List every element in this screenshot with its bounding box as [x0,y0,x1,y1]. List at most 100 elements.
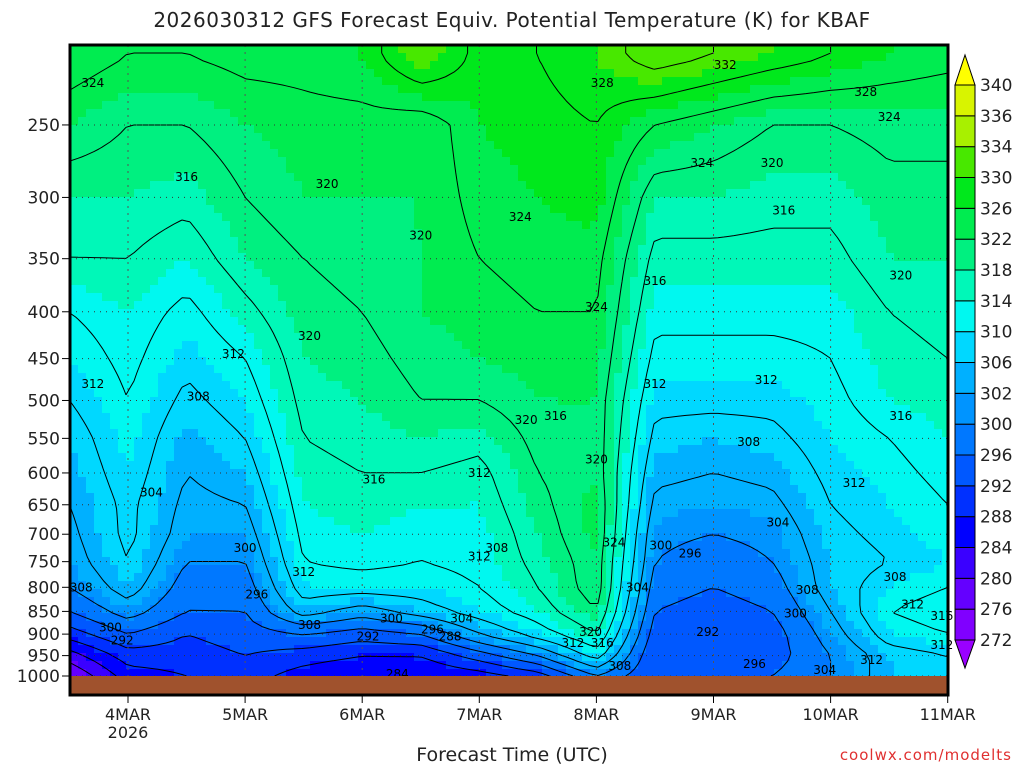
heatmap-cell [262,565,271,574]
heatmap-cell [382,117,391,126]
heatmap-cell [302,293,311,302]
heatmap-cell [446,525,455,534]
heatmap-cell [166,165,175,174]
heatmap-cell [470,213,479,222]
heatmap-cell [558,301,567,310]
heatmap-cell [550,381,559,390]
heatmap-cell [246,349,255,358]
heatmap-cell [190,669,199,677]
heatmap-cell [254,669,263,677]
heatmap-cell [70,181,79,190]
heatmap-cell [430,397,439,406]
heatmap-cell [390,565,399,574]
heatmap-cell [478,141,487,150]
heatmap-cell [94,581,103,590]
heatmap-cell [278,517,287,526]
heatmap-cell [310,661,319,670]
heatmap-cell [326,197,335,206]
heatmap-cell [70,125,79,134]
heatmap-cell [350,149,359,158]
heatmap-cell [510,93,519,102]
heatmap-cell [550,293,559,302]
heatmap-cell [182,85,191,94]
heatmap-cell [414,661,423,670]
heatmap-cell [542,453,551,462]
heatmap-cell [494,285,503,294]
heatmap-cell [166,541,175,550]
heatmap-cell [142,149,151,158]
heatmap-cell [86,437,95,446]
heatmap-cell [222,325,231,334]
heatmap-cell [294,173,303,182]
heatmap-cell [174,301,183,310]
heatmap-cell [278,133,287,142]
heatmap-cell [350,413,359,422]
heatmap-cell [430,45,439,54]
heatmap-cell [102,61,111,70]
heatmap-cell [550,157,559,166]
heatmap-cell [318,349,327,358]
heatmap-cell [286,165,295,174]
heatmap-cell [310,373,319,382]
heatmap-cell [414,237,423,246]
heatmap-cell [310,621,319,630]
heatmap-cell [518,253,527,262]
heatmap-cell [222,285,231,294]
heatmap-cell [158,381,167,390]
heatmap-cell [358,437,367,446]
heatmap-cell [374,165,383,174]
heatmap-cell [566,405,575,414]
heatmap-cell [446,429,455,438]
heatmap-cell [414,397,423,406]
heatmap-cell [286,261,295,270]
heatmap-cell [406,365,415,374]
heatmap-cell [406,125,415,134]
heatmap-cell [406,637,415,646]
heatmap-cell [526,445,535,454]
heatmap-cell [190,165,199,174]
heatmap-cell [310,533,319,542]
heatmap-cell [278,261,287,270]
heatmap-cell [286,213,295,222]
heatmap-cell [158,189,167,198]
heatmap-cell [382,277,391,286]
heatmap-cell [334,405,343,414]
heatmap-cell [134,133,143,142]
heatmap-cell [278,389,287,398]
heatmap-cell [414,61,423,70]
heatmap-cell [126,437,135,446]
heatmap-cell [278,573,287,582]
heatmap-cell [86,445,95,454]
heatmap-cell [222,309,231,318]
heatmap-cell [342,277,351,286]
heatmap-cell [206,629,215,638]
heatmap-cell [430,413,439,422]
heatmap-cell [270,157,279,166]
heatmap-cell [366,245,375,254]
heatmap-cell [222,445,231,454]
heatmap-cell [470,413,479,422]
heatmap-cell [166,397,175,406]
heatmap-cell [86,293,95,302]
heatmap-cell [190,333,199,342]
heatmap-cell [262,301,271,310]
heatmap-cell [478,549,487,558]
heatmap-cell [198,93,207,102]
heatmap-cell [422,421,431,430]
heatmap-cell [342,261,351,270]
heatmap-cell [70,53,79,62]
heatmap-cell [222,237,231,246]
heatmap-cell [134,661,143,670]
heatmap-cell [558,437,567,446]
heatmap-cell [462,421,471,430]
heatmap-cell [302,581,311,590]
heatmap-cell [182,45,191,54]
heatmap-cell [518,405,527,414]
heatmap-cell [486,429,495,438]
heatmap-cell [542,533,551,542]
heatmap-cell [518,77,527,86]
heatmap-cell [262,381,271,390]
heatmap-cell [78,333,87,342]
heatmap-cell [390,173,399,182]
heatmap-cell [454,573,463,582]
